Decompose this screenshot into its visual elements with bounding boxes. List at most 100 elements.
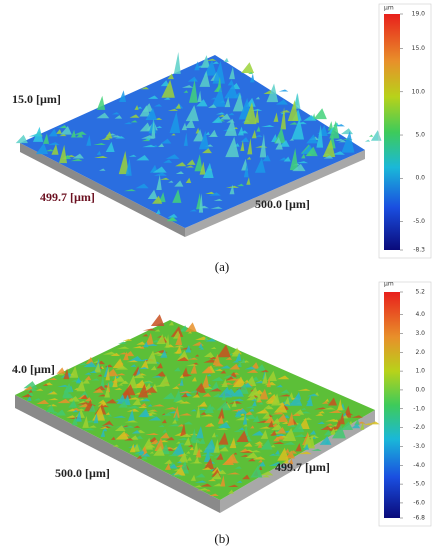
surface-peak (317, 421, 325, 424)
surface-peak (260, 429, 269, 439)
surface-peak (147, 189, 158, 200)
surface-peak (99, 375, 105, 389)
surface-peak (173, 51, 181, 74)
surface-peak (180, 423, 187, 437)
surface-peak (306, 435, 319, 438)
surface-peak (275, 137, 281, 144)
surface-peak (124, 420, 139, 423)
surface-peak (221, 391, 226, 401)
surface-peak (321, 400, 329, 404)
surface-peak (185, 177, 192, 184)
surface-peak (276, 426, 287, 434)
surface-peak (191, 439, 202, 444)
surface-peak (152, 166, 167, 173)
surface-peak (134, 451, 140, 455)
surface-peak (368, 134, 374, 137)
surface-peak (265, 406, 274, 410)
surface-peak (196, 404, 201, 418)
surface-peak (237, 360, 242, 367)
surface-peak (181, 392, 188, 398)
surface-peak (56, 129, 62, 134)
surface-peak (51, 143, 59, 155)
surface-peak (212, 363, 224, 367)
surface-peak (154, 437, 165, 451)
surface-peak (244, 379, 249, 383)
surface-peak (297, 451, 312, 455)
colorbar-tick-label: -8.3 (413, 247, 425, 254)
surface-peak (258, 461, 266, 467)
surface-peak (135, 183, 149, 189)
surface-peak (47, 377, 58, 381)
surface-peak (57, 384, 70, 387)
surface-peak (247, 458, 256, 462)
surface-peak (101, 137, 111, 140)
surface-peak (278, 394, 292, 397)
surface-peak (98, 168, 106, 171)
surface-peak (177, 390, 192, 394)
surface-peak (136, 341, 146, 345)
surface-peak (218, 114, 226, 117)
surface-peak (287, 100, 299, 122)
surface-peak (56, 367, 66, 374)
surface-peak (193, 382, 206, 393)
surface-peak (262, 154, 271, 162)
surface-peak (58, 144, 68, 164)
surface-peak (325, 423, 334, 426)
surface-peak (81, 428, 95, 431)
surface-peak (263, 416, 275, 424)
surface-peak (96, 112, 110, 119)
surface-peak (173, 389, 182, 402)
surface-peak (126, 408, 140, 412)
surface-peak (245, 406, 256, 409)
surface-peak (132, 373, 145, 379)
surface-peak (255, 96, 260, 100)
surface-peak (145, 433, 159, 436)
surface-peak (276, 410, 282, 413)
surface-peak (184, 436, 191, 446)
colorbar-tick-label: -6.8 (413, 515, 425, 522)
surface-peak (67, 396, 80, 402)
surface-peak (93, 412, 99, 424)
surface-peak (147, 404, 153, 407)
surface-peak (60, 126, 72, 135)
surface-peak (274, 453, 281, 457)
surface-peak (129, 435, 139, 440)
surface-peak (327, 121, 334, 131)
surface-peak (26, 396, 32, 401)
x-axis-label: 499.7 [µm] (40, 190, 95, 204)
surface-peak (243, 102, 257, 125)
surface-peak (112, 358, 125, 369)
surface-peak (240, 140, 245, 152)
surface-peak (139, 398, 151, 402)
surface-peak (155, 371, 166, 377)
surface-peak (185, 165, 194, 168)
surface-peak (245, 452, 259, 459)
surface-peak (187, 357, 199, 360)
colorbar-tick-label: 10.0 (412, 88, 426, 95)
surface-peak (194, 154, 203, 172)
surface-peak (289, 394, 303, 406)
surface-peak (105, 412, 110, 415)
surface-peak (28, 389, 33, 393)
surface-peak (322, 407, 336, 410)
surface-peak (185, 322, 197, 332)
surface-peak (278, 89, 289, 92)
surface-peak (142, 144, 156, 148)
surface-peak (273, 436, 280, 442)
surface-peak (160, 138, 172, 144)
surface-peak (241, 474, 250, 480)
surface-peak (209, 493, 219, 497)
surface-peak (203, 403, 214, 414)
surface-peak (262, 371, 268, 384)
surface-peak (140, 403, 147, 407)
surface-peak (159, 375, 170, 387)
surface-peak (162, 428, 167, 433)
surface-peak (235, 415, 241, 418)
surface-peak (160, 349, 168, 358)
surface-peak (122, 338, 133, 341)
surface-peak (158, 192, 166, 203)
surface-peak (111, 112, 120, 115)
surface-peak (175, 162, 187, 167)
surface-peak (267, 392, 273, 395)
